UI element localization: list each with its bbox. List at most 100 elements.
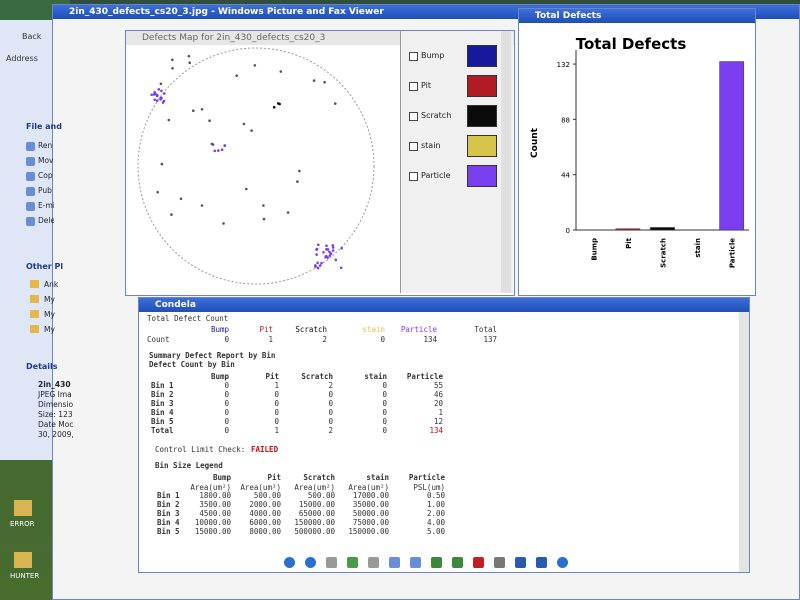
toolbar-button[interactable] (452, 557, 463, 568)
defect-dot (152, 93, 156, 96)
defect-dot (278, 102, 281, 106)
defect-dot (157, 88, 161, 91)
cell: 0 (382, 417, 387, 426)
row-label: Bin 3 (157, 509, 180, 518)
toolbar-button[interactable] (536, 557, 547, 568)
cell: 1.00 (426, 500, 445, 509)
toolbar-button[interactable] (410, 557, 421, 568)
cell: 500.00 (253, 491, 281, 500)
place-icon (30, 295, 39, 303)
defect-dot (316, 266, 320, 270)
toolbar-button[interactable] (368, 557, 379, 568)
place-icon (30, 310, 39, 318)
cell: 0 (328, 399, 333, 408)
task-icon (26, 202, 35, 211)
toolbar-button[interactable] (389, 557, 400, 568)
task-item: Pub Web (38, 186, 54, 195)
toolbar-button[interactable] (347, 557, 358, 568)
place-item: My (44, 325, 55, 334)
legend-checkbox (409, 172, 418, 181)
legend-swatch (467, 105, 497, 127)
toolbar-button[interactable] (473, 557, 484, 568)
row-label: Bin 4 (157, 518, 180, 527)
toolbar-button[interactable] (515, 557, 526, 568)
place-item: My (44, 310, 55, 319)
legend-swatch (467, 135, 497, 157)
cell: 0 (224, 417, 229, 426)
toolbar-button[interactable] (305, 557, 316, 568)
toolbar-button[interactable] (284, 557, 295, 568)
toolbar-item: Address (6, 54, 38, 63)
defect-dot (322, 250, 325, 254)
defect-dot (191, 109, 195, 113)
column-header: Particle (406, 372, 443, 381)
detail-item: 30, 2009, (38, 430, 74, 439)
task-item: Dele (38, 216, 54, 225)
place-icon (30, 325, 39, 333)
cell: 0 (382, 399, 387, 408)
cell: 2 (322, 335, 327, 344)
detail-item: 2in_430 (38, 380, 71, 389)
defect-dot (188, 61, 192, 65)
defect-dot (167, 118, 171, 122)
cell: 0 (224, 399, 229, 408)
cell: 15000.00 (194, 527, 231, 536)
column-header: stain (362, 325, 385, 334)
defect-dot (262, 217, 266, 221)
cell: 0 (224, 390, 229, 399)
x-tick-label: stain (694, 238, 702, 258)
cell: 500.00 (307, 491, 335, 500)
scrollbar[interactable] (739, 312, 749, 572)
column-header: Pit (265, 372, 279, 381)
defect-dot (262, 204, 265, 207)
defect-dot (339, 266, 343, 270)
defect-dot (179, 197, 183, 201)
toolbar-button[interactable] (494, 557, 505, 568)
defect-dot (286, 211, 290, 214)
column-header: Area(um²) (190, 483, 231, 492)
defect-dot (200, 107, 204, 111)
cell: 35000.00 (352, 500, 389, 509)
toolbar-button[interactable] (326, 557, 337, 568)
cell: 0 (274, 399, 279, 408)
row-label: Bin 5 (157, 527, 180, 536)
defect-dot (253, 64, 257, 67)
cell: 0 (224, 335, 229, 344)
cell: 0 (274, 390, 279, 399)
cell: 1 (268, 335, 273, 344)
cell: 12 (433, 417, 443, 426)
defect-dot (171, 67, 174, 70)
toolbar-button[interactable] (431, 557, 442, 568)
legend-checkbox (409, 112, 418, 121)
defect-dot (296, 180, 299, 183)
section-heading: Summary Defect Report by Bin (149, 351, 276, 360)
x-tick-label: Pit (625, 237, 633, 249)
defect-dot (235, 74, 238, 77)
legend-panel: Bump Pit Scratch stain Particle (400, 31, 513, 293)
detail-item: Date Moc (38, 420, 74, 429)
cell: 0 (224, 408, 229, 417)
defect-dot (159, 82, 163, 86)
column-header: Particle (400, 325, 437, 334)
defect-dot (223, 144, 227, 147)
scrollbar[interactable] (501, 31, 511, 293)
toolbar (280, 555, 580, 573)
condela-title: Condela (139, 298, 749, 312)
legend-label: Particle (421, 171, 451, 180)
task-icon (26, 142, 35, 151)
defect-dot (328, 250, 331, 254)
chart: Total Defects Count 0 44 88 132 Bump Pit Scratch… (530, 35, 749, 268)
cell: 0 (328, 390, 333, 399)
task-item: E-mi (38, 201, 54, 210)
defect-dot (279, 70, 283, 73)
defect-dot (325, 248, 329, 251)
section-title: Other Pl (26, 262, 64, 271)
row-label: Bin 2 (157, 500, 180, 509)
toolbar-button[interactable] (557, 557, 568, 568)
defect-dot (160, 162, 164, 166)
detail-item: Dimensio (38, 400, 74, 409)
bar (650, 227, 675, 231)
cell: 75000.00 (352, 518, 389, 527)
cell: 0 (224, 426, 229, 435)
